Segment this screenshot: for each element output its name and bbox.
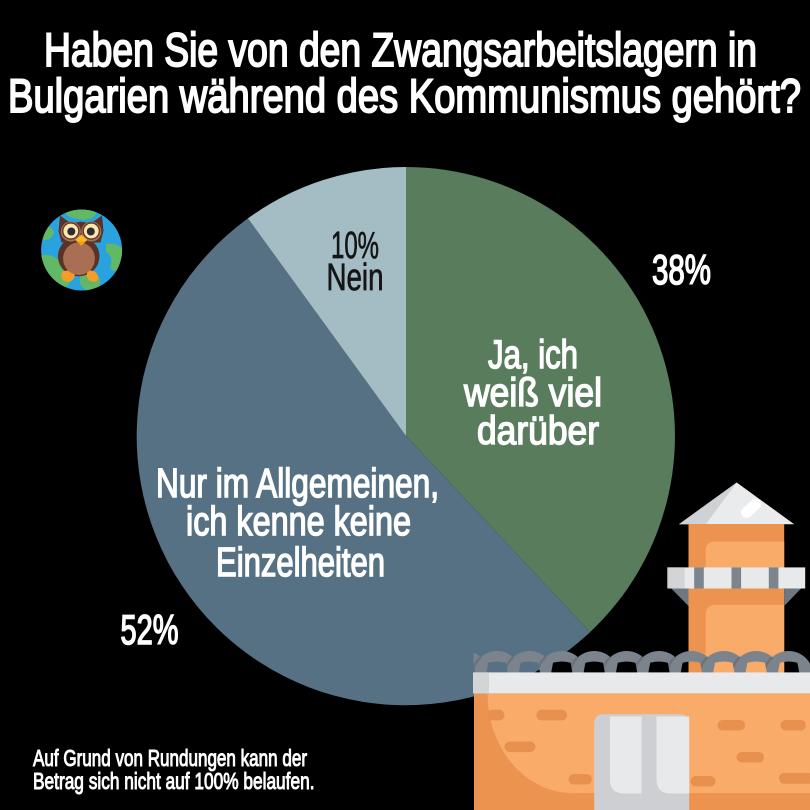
svg-text:ich kenne keine: ich kenne keine (186, 498, 411, 544)
svg-text:Nur im Allgemeinen,: Nur im Allgemeinen, (156, 460, 439, 506)
svg-text:darüber: darüber (477, 409, 599, 453)
svg-text:Haben Sie von den Zwangsarbeit: Haben Sie von den Zwangsarbeitslagern in (44, 23, 757, 76)
svg-text:weiß viel: weiß viel (463, 371, 602, 415)
svg-text:52%: 52% (121, 606, 179, 653)
svg-text:10%: 10% (331, 225, 379, 267)
svg-text:Bulgarien während des Kommunis: Bulgarien während des Kommunismus gehört… (8, 69, 801, 122)
svg-text:Ja, ich: Ja, ich (488, 333, 578, 377)
svg-text:Betrag sich nicht auf 100% bel: Betrag sich nicht auf 100% belaufen. (33, 768, 315, 794)
svg-text:Nein: Nein (327, 257, 384, 299)
svg-text:Einzelheiten: Einzelheiten (216, 539, 385, 585)
svg-text:38%: 38% (652, 246, 711, 293)
svg-text:Auf Grund von Rundungen kann d: Auf Grund von Rundungen kann der (33, 745, 307, 771)
